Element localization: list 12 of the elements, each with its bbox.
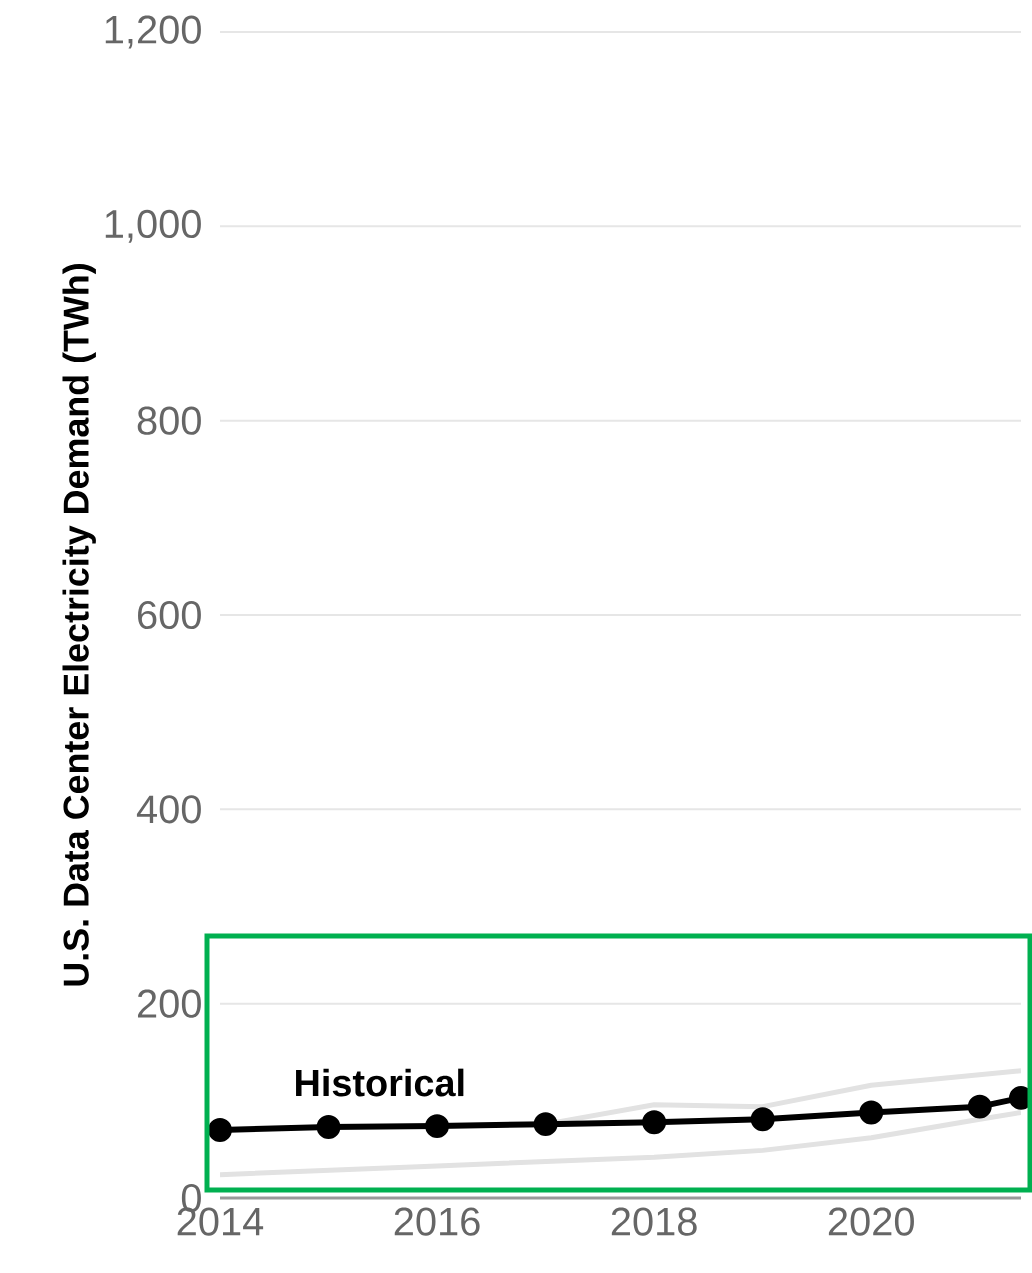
y-tick-label: 800	[137, 406, 201, 435]
annotation: Historical	[295, 1068, 464, 1097]
y-tick-label: 1,200	[105, 15, 201, 49]
x-tick-label: 2018	[611, 1207, 697, 1236]
y-tick-label: 200	[137, 989, 201, 1018]
y-tick-label: 1,000	[105, 209, 201, 243]
y-axis-title: U.S. Data Center Electricity Demand (TWh)	[62, 264, 96, 986]
line-series	[219, 1110, 1021, 1178]
y-tick-label: 400	[136, 795, 201, 824]
y-tick-label: 600	[137, 600, 201, 630]
x-tick-label: 2016	[394, 1207, 480, 1236]
x-tick-label: 2020	[828, 1207, 914, 1236]
